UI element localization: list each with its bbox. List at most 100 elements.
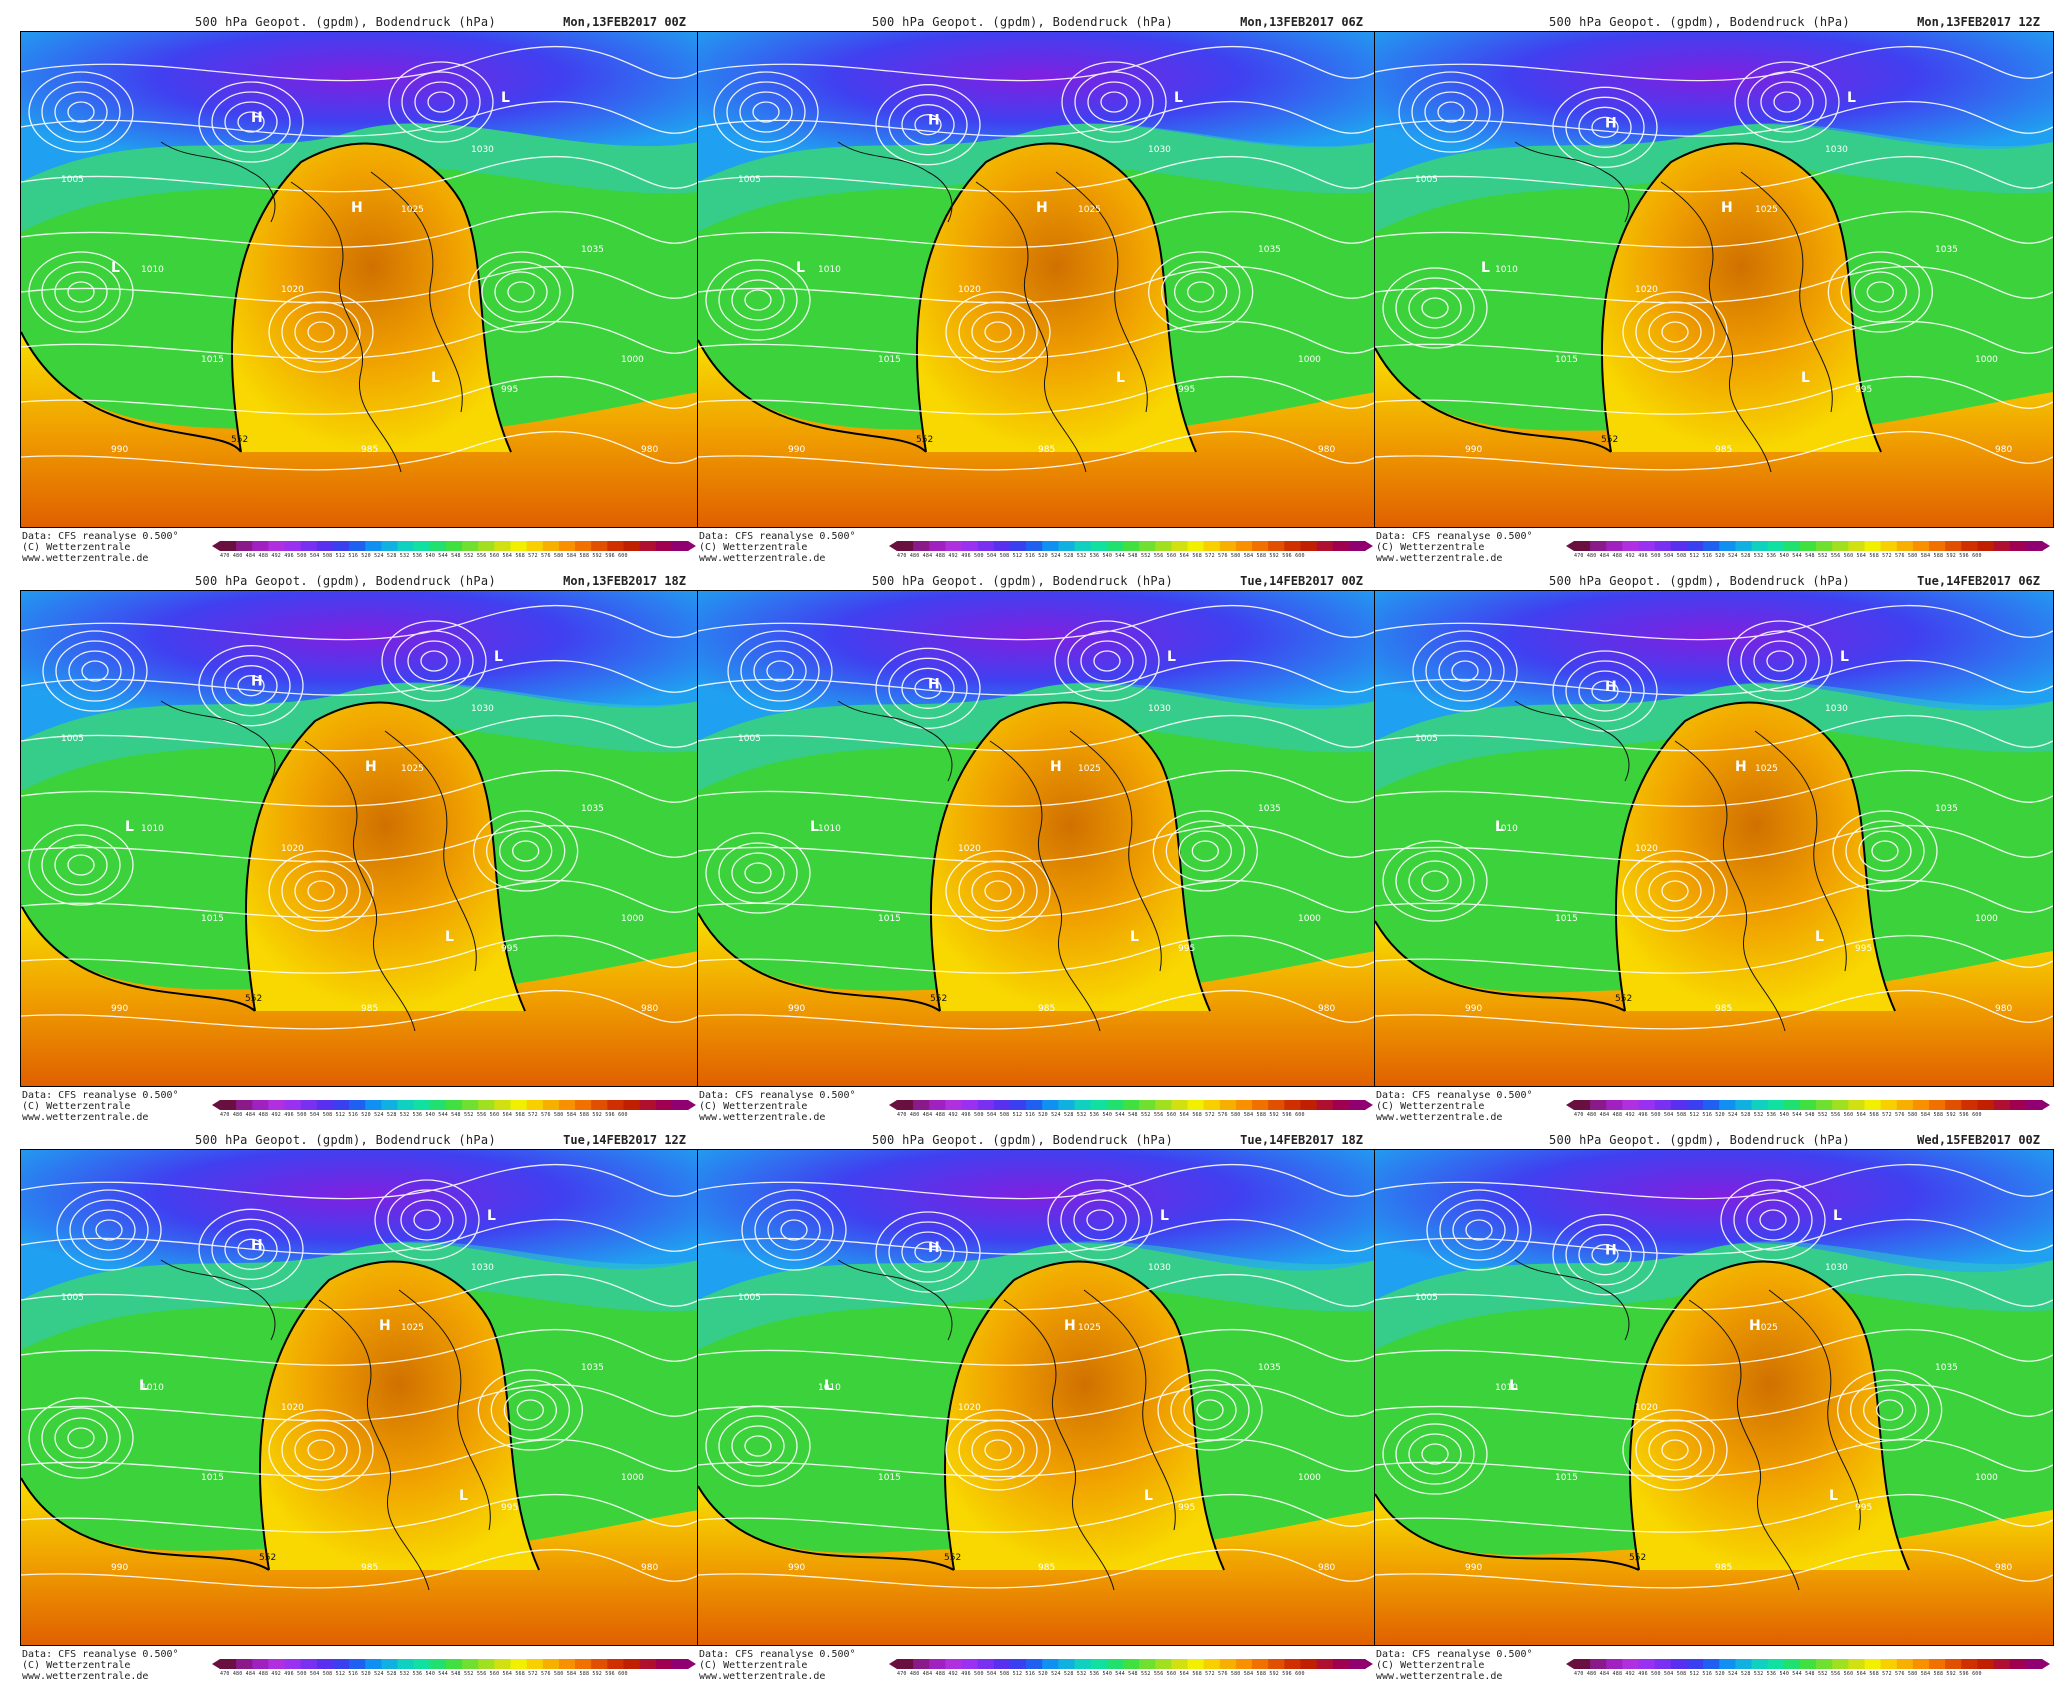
scale-swatch xyxy=(607,1659,624,1669)
scale-swatch xyxy=(1896,541,1914,551)
data-source: Data: CFS reanalyse 0.500° xyxy=(1376,531,1533,542)
low-pressure-marker: L xyxy=(501,90,510,106)
high-pressure-marker: H xyxy=(1721,200,1733,216)
high-pressure-marker: H xyxy=(928,1240,940,1256)
pressure-label: 1035 xyxy=(581,804,604,814)
scale-swatch xyxy=(1122,1100,1140,1110)
website: www.wetterzentrale.de xyxy=(22,553,149,564)
scale-swatch xyxy=(1638,541,1656,551)
low-pressure-marker: L xyxy=(431,370,440,386)
scale-swatch xyxy=(2025,1100,2043,1110)
map-title: 500 hPa Geopot. (gpdm), Bodendruck (hPa) xyxy=(872,1133,1173,1147)
scale-swatch xyxy=(1009,1659,1027,1669)
scale-swatch xyxy=(623,1659,641,1669)
pressure-label: 1015 xyxy=(201,355,224,365)
scale-swatch xyxy=(1171,1659,1188,1669)
scale-swatch xyxy=(1316,1100,1334,1110)
scale-swatch xyxy=(1961,1659,1978,1669)
scale-swatch xyxy=(1735,541,1753,551)
map-datetime: Wed,15FEB2017 00Z xyxy=(1917,1133,2040,1147)
scale-swatch xyxy=(365,541,382,551)
high-pressure-marker: H xyxy=(1749,1318,1761,1334)
scale-swatch xyxy=(397,1659,415,1669)
scale-swatch xyxy=(1848,1100,1865,1110)
panel-header: 500 hPa Geopot. (gpdm), Bodendruck (hPa)… xyxy=(20,1131,700,1149)
pressure-label: 1035 xyxy=(1258,1363,1281,1373)
low-pressure-marker: L xyxy=(1840,649,1849,665)
coastlines xyxy=(837,141,1148,473)
pressure-label: 1010 xyxy=(141,1383,164,1393)
transition-area xyxy=(698,123,1376,232)
coastlines xyxy=(160,700,477,1032)
scale-swatch xyxy=(1929,541,1946,551)
pressure-label: 1005 xyxy=(738,1293,761,1303)
scale-swatch xyxy=(961,541,979,551)
scale-swatch xyxy=(397,541,415,551)
scale-swatch xyxy=(252,1659,269,1669)
data-source: Data: CFS reanalyse 0.500° xyxy=(699,1649,856,1660)
pressure-labels: 1005 1010 1015 1020 1025 1030 1035 1000 995 990 98… xyxy=(1415,145,2012,455)
scale-swatch xyxy=(1235,541,1253,551)
pressure-label: 1030 xyxy=(471,145,494,155)
pressure-label: 990 xyxy=(1465,445,1482,455)
weather-map: 1005 1010 1015 1020 1025 1030 1035 1000 995 990 98… xyxy=(1374,590,2054,1087)
pressure-label: 1005 xyxy=(61,175,84,185)
pressure-label: 980 xyxy=(1318,445,1335,455)
scale-swatch xyxy=(671,1659,689,1669)
isobars xyxy=(1375,1163,2053,1589)
scale-swatch xyxy=(1993,1659,2011,1669)
scale-swatch xyxy=(268,1659,286,1669)
scale-swatch xyxy=(1670,1100,1688,1110)
scale-swatch xyxy=(1106,1100,1124,1110)
weather-map: 1005 1010 1015 1020 1025 1030 1035 1000 995 990 98… xyxy=(20,590,700,1087)
scale-swatch xyxy=(1670,1659,1688,1669)
scale-swatch xyxy=(1993,1100,2011,1110)
scale-swatch xyxy=(961,1659,979,1669)
scale-swatch xyxy=(993,1100,1011,1110)
panel-footer: Data: CFS reanalyse 0.500° (C) Wetterzent… xyxy=(1374,1089,2054,1131)
scale-swatch xyxy=(993,1659,1011,1669)
website: www.wetterzentrale.de xyxy=(1376,1112,1503,1123)
panel-footer: Data: CFS reanalyse 0.500° (C) Wetterzent… xyxy=(1374,530,2054,572)
scale-swatch xyxy=(575,1100,592,1110)
scale-swatch xyxy=(623,1100,641,1110)
pressure-label: 1015 xyxy=(201,914,224,924)
scale-swatch xyxy=(284,1100,302,1110)
pressure-label: 1010 xyxy=(1495,824,1518,834)
scale-ticks: 470 480 484 488 492 496 500 504 508 512 … xyxy=(1574,1112,1982,1118)
european-ridge xyxy=(231,143,511,452)
pressure-labels: 1005 1010 1015 1020 1025 1030 1035 1000 995 990 98… xyxy=(738,1263,1335,1573)
scale-swatch xyxy=(1606,541,1623,551)
scale-ticks: 470 480 484 488 492 496 500 504 508 512 … xyxy=(220,1671,628,1677)
scale-swatch xyxy=(623,541,641,551)
map-panel: 500 hPa Geopot. (gpdm), Bodendruck (hPa)… xyxy=(20,1131,700,1690)
low-pressure-marker: L xyxy=(139,1378,148,1394)
scale-swatch xyxy=(478,1100,495,1110)
map-datetime: Tue,14FEB2017 18Z xyxy=(1240,1133,1363,1147)
panel-header: 500 hPa Geopot. (gpdm), Bodendruck (hPa)… xyxy=(1374,1131,2054,1149)
pressure-label: 1005 xyxy=(1415,734,1438,744)
scale-swatch xyxy=(1719,1659,1736,1669)
scale-swatch xyxy=(929,541,946,551)
european-ridge xyxy=(1629,1261,1909,1570)
pressure-label: 990 xyxy=(111,445,128,455)
scale-swatch xyxy=(961,1100,979,1110)
pressure-label: 995 xyxy=(1855,1503,1872,1513)
high-pressure-marker: H xyxy=(251,1237,263,1253)
pressure-label: 980 xyxy=(1318,1563,1335,1573)
scale-swatch xyxy=(1252,1100,1269,1110)
scale-swatch xyxy=(284,1659,302,1669)
scale-swatch xyxy=(1332,1100,1350,1110)
panel-footer: Data: CFS reanalyse 0.500° (C) Wetterzent… xyxy=(20,1089,700,1131)
scale-swatch xyxy=(268,1100,286,1110)
pressure-label: 980 xyxy=(1995,445,2012,455)
geopotential-label: 552 xyxy=(231,435,248,445)
scale-swatch xyxy=(1783,541,1801,551)
color-scale xyxy=(1566,541,2050,551)
scale-swatch xyxy=(510,1659,528,1669)
coastlines xyxy=(1514,700,1847,1032)
pressure-label: 990 xyxy=(788,445,805,455)
pressure-label: 1010 xyxy=(141,824,164,834)
weather-map: 1005 1010 1015 1020 1025 1030 1035 1000 995 990 98… xyxy=(20,31,700,528)
scale-swatch xyxy=(913,541,930,551)
